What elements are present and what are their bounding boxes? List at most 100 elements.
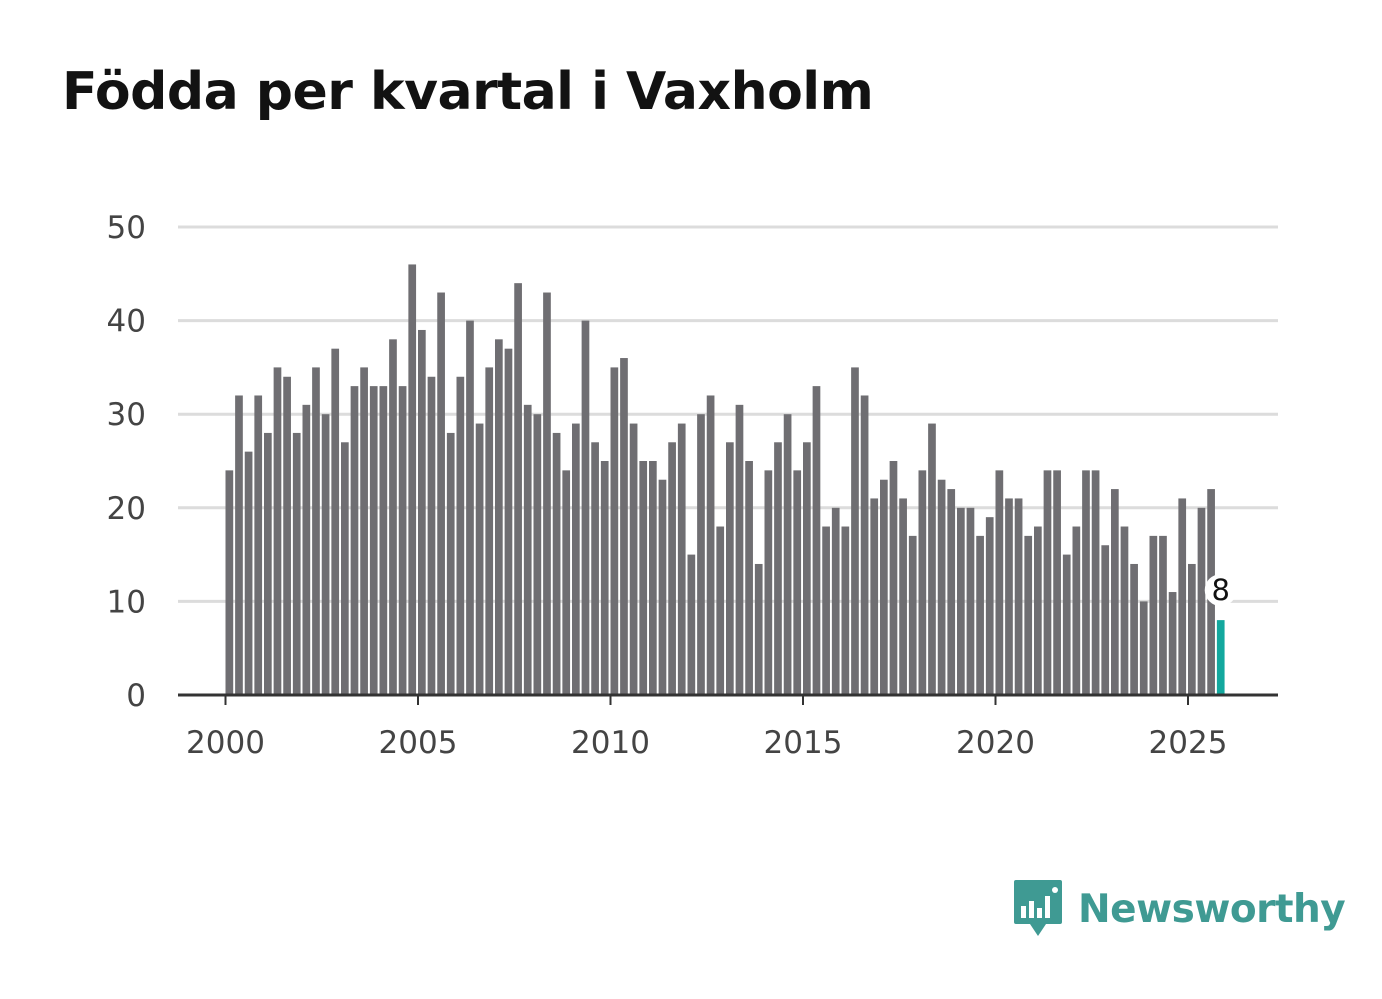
bar <box>1159 535 1167 695</box>
bar <box>1062 554 1071 695</box>
x-tick-label: 2025 <box>1149 725 1228 761</box>
y-tick-label: 0 <box>126 678 146 714</box>
bar <box>1130 563 1138 695</box>
newsworthy-brand: Newsworthy <box>1012 878 1346 940</box>
bar <box>1120 526 1129 695</box>
bar <box>677 423 686 695</box>
bar <box>485 367 494 695</box>
bar <box>1197 507 1206 695</box>
bar <box>1188 563 1196 695</box>
bar <box>446 432 455 695</box>
bar <box>331 348 340 695</box>
bar <box>581 320 590 695</box>
bar <box>1091 470 1100 695</box>
bar <box>620 358 628 695</box>
bar <box>379 386 388 695</box>
bar <box>504 348 513 695</box>
bar <box>1082 470 1090 695</box>
chart-title: Födda per kvartal i Vaxholm <box>62 62 874 122</box>
bar <box>600 461 609 695</box>
bar <box>639 461 648 695</box>
bar <box>1072 526 1081 695</box>
bar <box>1168 592 1177 695</box>
bar <box>1005 498 1013 695</box>
bar <box>658 479 667 695</box>
bar <box>610 367 619 695</box>
bar-highlight <box>1216 620 1225 695</box>
bar <box>292 432 301 695</box>
bar <box>533 414 542 695</box>
bar <box>937 479 946 695</box>
brand-name: Newsworthy <box>1078 886 1346 932</box>
bar <box>831 507 840 695</box>
bar <box>889 461 898 695</box>
bar <box>1053 470 1061 695</box>
bar <box>745 461 753 695</box>
bar <box>629 423 638 695</box>
bar <box>880 479 888 695</box>
bar <box>851 367 859 695</box>
bar <box>235 395 243 695</box>
bar <box>1014 498 1023 695</box>
bar <box>591 442 599 695</box>
bar <box>995 470 1004 695</box>
bar <box>899 498 907 695</box>
y-tick-label: 10 <box>107 584 146 620</box>
bar <box>225 470 234 695</box>
bar <box>264 432 272 695</box>
bar <box>1111 489 1119 695</box>
bar <box>822 526 830 695</box>
bar <box>803 442 811 695</box>
bar <box>514 283 522 695</box>
bar <box>918 470 927 695</box>
x-tick-label: 2010 <box>571 725 650 761</box>
bar <box>418 329 426 695</box>
bar <box>976 535 984 695</box>
bar <box>928 423 936 695</box>
x-axis-ticks: 2000 2005 2010 2015 2020 2025 <box>186 695 1227 761</box>
bar <box>562 470 571 695</box>
bars <box>225 264 1225 695</box>
newsworthy-logo-icon <box>1014 880 1062 936</box>
bar <box>572 423 580 695</box>
bar <box>687 554 696 695</box>
bar <box>312 367 320 695</box>
annotation-bubble <box>1204 574 1237 607</box>
bar <box>283 376 291 695</box>
bar <box>244 451 253 695</box>
bar <box>841 526 850 695</box>
bar <box>706 395 715 695</box>
y-axis-ticks: 0 10 20 30 40 50 <box>107 210 146 714</box>
bar <box>966 507 975 695</box>
bar <box>1139 601 1148 695</box>
bar <box>754 563 763 695</box>
bar <box>649 461 657 695</box>
bar <box>254 395 263 695</box>
x-tick-label: 2020 <box>956 725 1035 761</box>
bar <box>427 376 436 695</box>
x-tick-label: 2005 <box>379 725 458 761</box>
bar <box>793 470 802 695</box>
bar <box>860 395 869 695</box>
bar <box>389 339 397 695</box>
bar <box>398 386 407 695</box>
bar <box>1149 535 1158 695</box>
y-tick-label: 50 <box>107 210 146 246</box>
bar <box>552 432 561 695</box>
y-tick-label: 30 <box>107 397 146 433</box>
x-tick-label: 2000 <box>186 725 265 761</box>
bar <box>1043 470 1052 695</box>
bar <box>783 414 792 695</box>
bar <box>947 489 956 695</box>
bar <box>273 367 282 695</box>
bar <box>957 507 965 695</box>
annotation-label: 8 <box>1211 573 1229 607</box>
bar <box>812 386 821 695</box>
bar <box>668 442 676 695</box>
last-value-annotation: 8 <box>1204 573 1237 607</box>
bar <box>523 404 532 695</box>
bar <box>726 442 734 695</box>
bar <box>456 376 465 695</box>
bar <box>735 404 744 695</box>
